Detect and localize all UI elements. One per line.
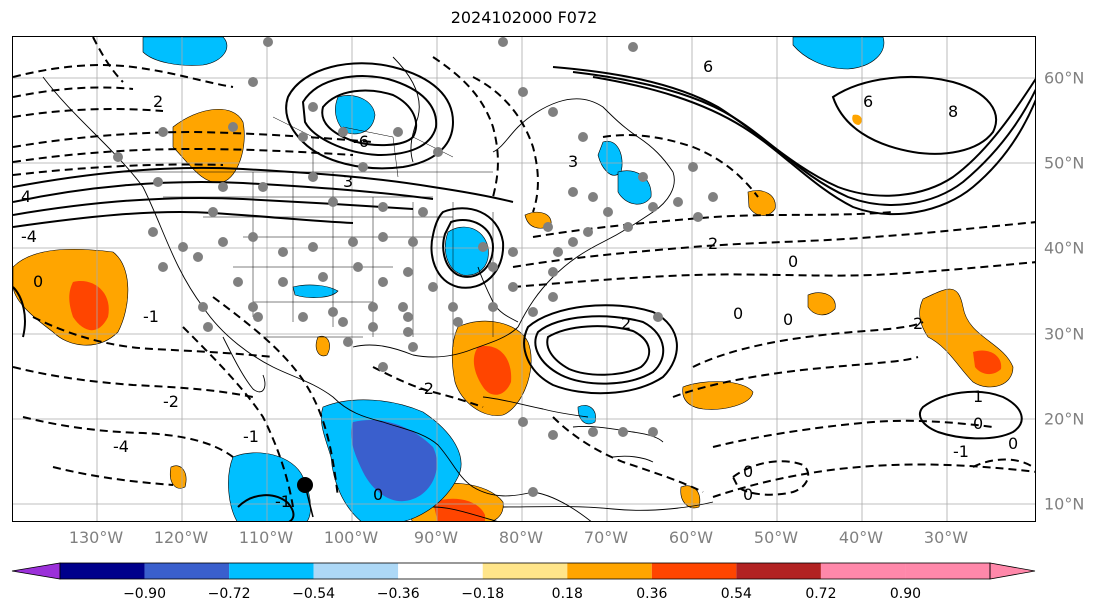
contour-label: -1 — [953, 442, 969, 461]
lon-label: 30°W — [923, 528, 969, 547]
contour-label: 0 — [783, 310, 793, 329]
colorbar-tick-label: 0.90 — [889, 586, 922, 602]
contour-label: 4 — [21, 187, 31, 206]
lat-label: 60°N — [1044, 68, 1085, 88]
contour-label: 8 — [948, 102, 958, 121]
positive-anomaly-shading — [13, 109, 1014, 521]
lat-label: 20°N — [1044, 409, 1085, 429]
colorbar-segment — [651, 563, 737, 579]
contour-label: 6 — [863, 92, 873, 111]
lon-label: 40°W — [838, 528, 884, 547]
lon-label: 130°W — [68, 528, 124, 547]
colorbar-segment — [820, 563, 906, 579]
contour-label: 0 — [373, 485, 383, 504]
contour-label: 3 — [568, 152, 578, 171]
lon-label: 110°W — [238, 528, 294, 547]
colorbar-extend-low — [11, 562, 61, 580]
contour-label: 2 — [153, 92, 163, 111]
colorbar-tick-label: −0.18 — [461, 586, 505, 602]
lat-label: 10°N — [1044, 494, 1085, 514]
contour-label: 6 — [703, 57, 713, 76]
lat-label: 50°N — [1044, 153, 1085, 173]
colorbar-segment — [229, 563, 314, 579]
colorbar-segment — [567, 563, 652, 579]
negative-contours — [13, 37, 1035, 508]
colorbar-tick-label: 0.36 — [636, 586, 668, 602]
colorbar-tick-label: 0.18 — [551, 586, 583, 602]
contour-label: 2 — [621, 314, 631, 333]
contour-label: -1 — [275, 492, 291, 511]
contour-label: -6 — [353, 132, 369, 151]
contour-label: 0 — [733, 304, 743, 323]
contour-label: 0 — [33, 272, 43, 291]
contour-label: 2 — [913, 314, 923, 333]
colorbar-frame — [59, 562, 991, 580]
lon-label: 100°W — [323, 528, 379, 547]
lat-label: 40°N — [1044, 238, 1085, 258]
contour-label: 0 — [743, 462, 753, 481]
lon-label: 120°W — [153, 528, 209, 547]
graticule — [13, 37, 1035, 521]
colorbar-extend-high — [989, 562, 1036, 580]
contour-label: 1 — [973, 387, 983, 406]
map-title: 2024102000 F072 — [450, 8, 598, 27]
contour-label: 0 — [973, 414, 983, 433]
colorbar-tick-label: 0.54 — [720, 586, 752, 602]
map-panel[interactable]: 2 4 3 -6 3 6 6 8 2 0 0 0 2 2 -2 1 0 0 0 … — [12, 36, 1036, 522]
map-canvas: 2 4 3 -6 3 6 6 8 2 0 0 0 2 2 -2 1 0 0 0 … — [13, 37, 1035, 521]
lon-label: 70°W — [583, 528, 629, 547]
storm-center-marker — [297, 477, 314, 518]
colorbar-segment — [60, 563, 145, 579]
colorbar — [11, 562, 1036, 580]
colorbar-tick-label: −0.54 — [292, 586, 336, 602]
contour-label: -2 — [163, 392, 179, 411]
contour-label: -2 — [418, 379, 434, 398]
contour-label: 2 — [708, 234, 718, 253]
contour-label: -1 — [143, 307, 159, 326]
contour-labels: 2 4 3 -6 3 6 6 8 2 0 0 0 2 2 -2 1 0 0 0 … — [21, 57, 1018, 511]
colorbar-tick-label: −0.90 — [123, 586, 166, 602]
contour-label: 3 — [343, 172, 353, 191]
colorbar-tick-label: −0.72 — [207, 586, 251, 602]
lon-label: 60°W — [668, 528, 714, 547]
colorbar-tick-label: 0.72 — [805, 586, 837, 602]
colorbar-tick-label: −0.36 — [376, 586, 420, 602]
lon-label: 90°W — [413, 528, 459, 547]
colorbar-segment — [398, 563, 483, 579]
colorbar-segment — [736, 563, 821, 579]
lon-label: 80°W — [498, 528, 544, 547]
contour-label: -4 — [21, 227, 37, 246]
positive-contours — [13, 62, 1035, 521]
contour-label: 0 — [743, 485, 753, 504]
station-markers — [113, 37, 718, 497]
colorbar-segment — [482, 563, 568, 579]
colorbar-segment — [905, 563, 990, 579]
contour-label: -1 — [243, 427, 259, 446]
colorbar-segment — [313, 563, 399, 579]
lon-label: 50°W — [753, 528, 799, 547]
lat-label: 30°N — [1044, 324, 1085, 344]
contour-label: 0 — [788, 252, 798, 271]
colorbar-segment — [144, 563, 230, 579]
contour-label: 0 — [1008, 434, 1018, 453]
contour-label: -4 — [113, 437, 129, 456]
